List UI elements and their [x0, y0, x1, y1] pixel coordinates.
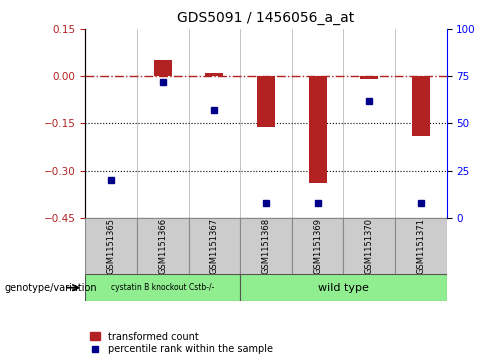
Bar: [240, 274, 447, 301]
Bar: [137, 218, 188, 274]
Text: GSM1151367: GSM1151367: [210, 218, 219, 274]
Bar: [205, 73, 224, 76]
Legend: transformed count, percentile rank within the sample: transformed count, percentile rank withi…: [90, 331, 273, 355]
Bar: [188, 218, 240, 274]
Text: GSM1151371: GSM1151371: [416, 218, 425, 274]
Bar: [240, 218, 292, 274]
Text: wild type: wild type: [318, 283, 369, 293]
Bar: [412, 76, 430, 136]
Text: GSM1151370: GSM1151370: [365, 218, 374, 274]
Text: GSM1151365: GSM1151365: [107, 218, 116, 274]
Bar: [344, 218, 395, 274]
Text: cystatin B knockout Cstb-/-: cystatin B knockout Cstb-/-: [111, 283, 214, 292]
Bar: [292, 218, 344, 274]
Text: genotype/variation: genotype/variation: [5, 283, 98, 293]
Bar: [257, 76, 275, 127]
Bar: [154, 61, 172, 76]
Bar: [308, 76, 326, 183]
Bar: [85, 274, 240, 301]
Text: GSM1151368: GSM1151368: [262, 218, 270, 274]
Text: GSM1151369: GSM1151369: [313, 218, 322, 274]
Bar: [395, 218, 447, 274]
Bar: [85, 218, 137, 274]
Text: GSM1151366: GSM1151366: [158, 218, 167, 274]
Bar: [360, 76, 378, 79]
Title: GDS5091 / 1456056_a_at: GDS5091 / 1456056_a_at: [177, 11, 355, 25]
